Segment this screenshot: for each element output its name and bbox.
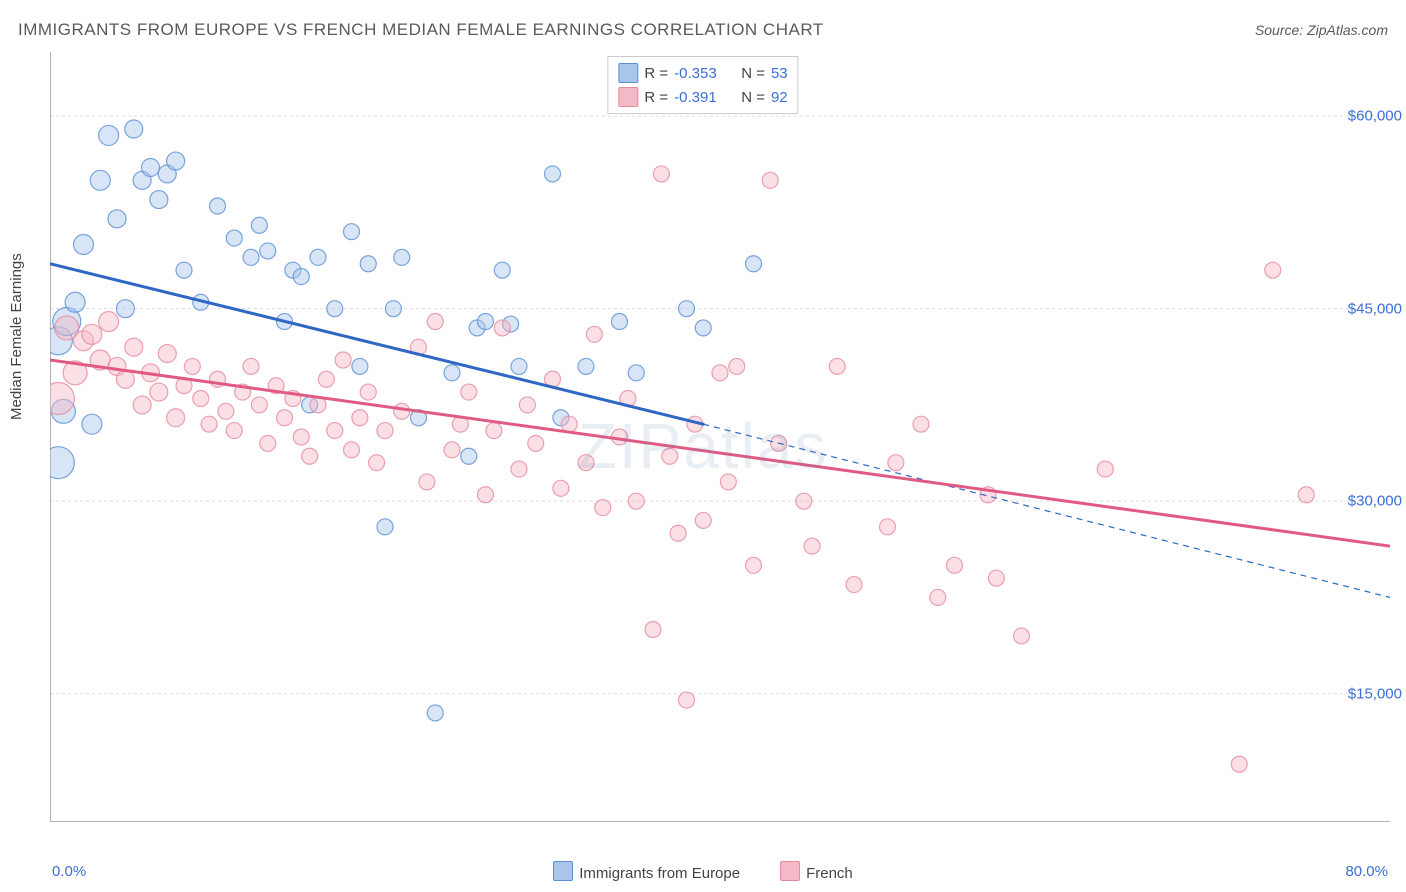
n-value: 92 (771, 89, 788, 106)
chart-title: IMMIGRANTS FROM EUROPE VS FRENCH MEDIAN … (18, 20, 824, 40)
legend-swatch (618, 87, 638, 107)
n-label: N = (741, 65, 765, 82)
y-axis-label: Median Female Earnings (8, 253, 25, 420)
legend-label: Immigrants from Europe (579, 865, 740, 882)
stats-legend-row: R = -0.391 N = 92 (618, 85, 787, 109)
r-label: R = (644, 65, 668, 82)
r-value: -0.391 (674, 89, 717, 106)
source-attribution: Source: ZipAtlas.com (1255, 22, 1388, 38)
r-label: R = (644, 89, 668, 106)
n-value: 53 (771, 65, 788, 82)
source-label: Source: (1255, 22, 1303, 38)
legend-swatch (553, 861, 573, 881)
legend-swatch (618, 63, 638, 83)
bottom-legend: Immigrants from Europe French (0, 861, 1406, 882)
n-label: N = (741, 89, 765, 106)
source-value: ZipAtlas.com (1307, 22, 1388, 38)
y-tick-label: $60,000 (1348, 108, 1402, 125)
r-value: -0.353 (674, 65, 717, 82)
top-legend: R = -0.353 N = 53 R = -0.391 N = 92 (607, 56, 798, 114)
scatter-plot (50, 52, 1390, 822)
legend-label: French (806, 865, 853, 882)
legend-swatch (780, 861, 800, 881)
y-tick-label: $30,000 (1348, 493, 1402, 510)
stats-legend-row: R = -0.353 N = 53 (618, 61, 787, 85)
y-tick-label: $45,000 (1348, 300, 1402, 317)
y-tick-label: $15,000 (1348, 685, 1402, 702)
